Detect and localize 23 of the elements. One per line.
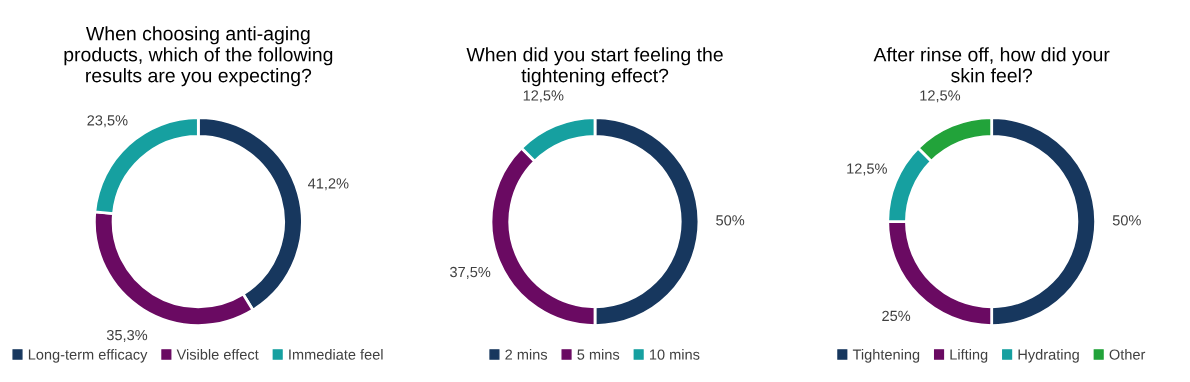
data-label: 41,2% [308,178,349,191]
legend-label: Long-term efficacy [28,349,148,363]
legend-label: Hydrating [1018,349,1079,363]
legend-label: 2 mins [505,349,548,360]
chart-title: After rinse off, how did your skin feel? [873,47,1110,83]
legend-label: Visible effect [176,349,259,360]
data-label: 12,5% [920,90,961,103]
data-label: 12,5% [523,90,564,103]
data-label: 23,5% [87,115,128,128]
legend-label: Immediate feel [289,349,383,360]
chart-title: When did you start feeling the tightening effect? [466,47,723,87]
legend-label: 10 mins [649,349,700,360]
data-label: 50% [716,215,745,226]
data-label: 35,3% [106,329,148,342]
data-label: 50% [1112,215,1141,226]
legend-label: Lifting [950,349,988,363]
legend-label: 5 mins [577,349,620,360]
legend-label: Other [1109,349,1146,360]
chart-title: When choosing anti-aging products, which of the following results are you expecting? [64,26,333,87]
legend-label: Tightening [852,349,920,363]
data-label: 25% [882,310,911,322]
data-label: 12,5% [847,163,887,176]
data-label: 37,5% [450,266,491,279]
